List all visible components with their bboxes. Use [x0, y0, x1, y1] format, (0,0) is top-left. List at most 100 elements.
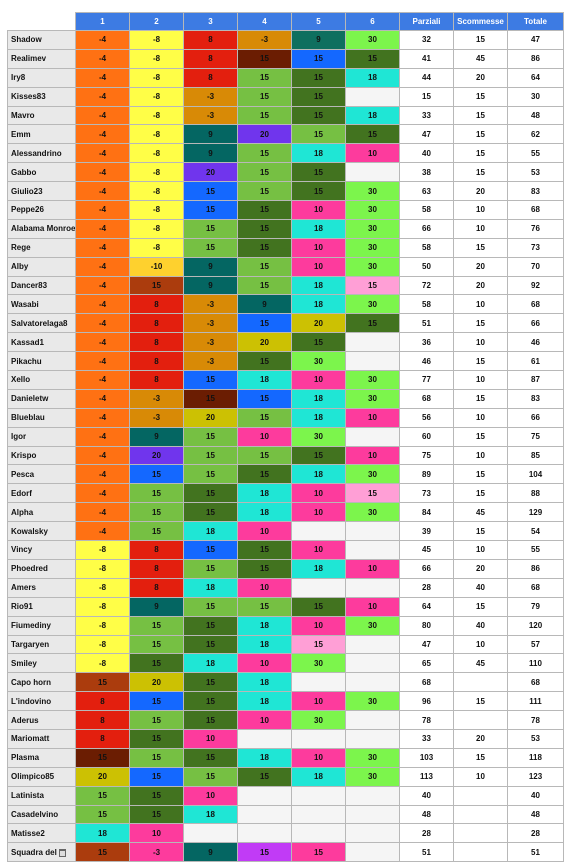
round-score-cell: 9: [183, 842, 238, 862]
round-score-cell: -4: [75, 294, 130, 315]
round-score-cell: 10: [291, 747, 346, 768]
scommesse-cell: 15: [453, 143, 508, 164]
round-score-cell: 30: [345, 181, 400, 202]
scommesse-cell: 10: [453, 370, 508, 390]
totale-cell: 51: [507, 842, 564, 862]
round-score-cell: 10: [291, 200, 346, 220]
round-score-cell: 10: [345, 558, 400, 579]
round-score-cell: -4: [75, 218, 130, 239]
round-score-cell: 18: [183, 521, 238, 542]
round-score-cell: 10: [291, 691, 346, 712]
player-name-label: Igor: [11, 432, 27, 442]
round-score-cell: 15: [183, 691, 238, 712]
round-score-cell: [345, 521, 400, 542]
scommesse-cell: 15: [453, 483, 508, 504]
table-row: Capo horn 15 20 15 18 68 68: [7, 672, 564, 693]
round-score-cell: 10: [291, 370, 346, 390]
scommesse-cell: 15: [453, 691, 508, 712]
totale-cell: 48: [507, 804, 564, 825]
scommesse-cell: 45: [453, 653, 508, 674]
round-score-cell: 30: [345, 766, 400, 787]
totale-cell: 118: [507, 747, 564, 768]
round-score-cell: -4: [75, 388, 130, 409]
scommesse-cell: 20: [453, 67, 508, 88]
table-row: Rege -4 -8 15 15 10 30 58 15 73: [7, 237, 564, 258]
totale-cell: 123: [507, 766, 564, 787]
round-score-cell: -4: [75, 351, 130, 372]
round-score-cell: 15: [237, 275, 292, 296]
round-score-cell: 10: [291, 502, 346, 523]
player-name: Capo horn: [7, 672, 76, 693]
round-score-cell: 20: [183, 162, 238, 183]
scommesse-cell: 15: [453, 237, 508, 258]
round-score-cell: 30: [291, 653, 346, 674]
player-name: Shadow: [7, 30, 76, 50]
scommesse-cell: [453, 785, 508, 806]
round-score-cell: -4: [75, 105, 130, 126]
player-name-label: Dancer83: [11, 281, 48, 291]
parziali-cell: 84: [399, 502, 454, 523]
table-row: Pesca -4 15 15 15 18 30 89 15 104: [7, 464, 564, 485]
totale-cell: 55: [507, 143, 564, 164]
scommesse-cell: 15: [453, 86, 508, 107]
round-score-cell: 30: [345, 218, 400, 239]
scommesse-cell: 40: [453, 615, 508, 636]
player-name: Dancer83: [7, 275, 76, 296]
round-score-cell: 30: [291, 710, 346, 730]
player-name: Danieletw: [7, 388, 76, 409]
scommesse-cell: 10: [453, 407, 508, 428]
parziali-cell: 32: [399, 30, 454, 50]
round-score-cell: 15: [237, 218, 292, 239]
round-score-cell: 30: [345, 370, 400, 390]
round-score-cell: -8: [129, 30, 184, 50]
round-score-cell: -8: [129, 105, 184, 126]
totale-cell: 46: [507, 332, 564, 353]
round-score-cell: 10: [345, 143, 400, 164]
player-name: Krispo: [7, 445, 76, 466]
parziali-cell: 58: [399, 237, 454, 258]
player-name-label: Plasma: [11, 753, 40, 763]
round-score-cell: 15: [237, 558, 292, 579]
scommesse-cell: [453, 710, 508, 730]
round-score-cell: 15: [237, 86, 292, 107]
table-row: Peppe26 -4 -8 15 15 10 30 58 10 68: [7, 200, 564, 220]
standings-table: 1 2 3 4 5 6 Parziali Scommesse Totale Shadow -4 -8…: [7, 12, 564, 862]
round-score-cell: -4: [75, 464, 130, 485]
round-score-cell: [345, 804, 400, 825]
totale-cell: 68: [507, 577, 564, 598]
round-score-cell: -10: [129, 256, 184, 277]
round-score-cell: 15: [129, 747, 184, 768]
totale-cell: 86: [507, 48, 564, 69]
table-row: Wasabi -4 8 -3 9 18 30 58 10 68: [7, 294, 564, 315]
round-score-cell: 15: [291, 105, 346, 126]
round-score-cell: -8: [129, 86, 184, 107]
table-row: Kowalsky -4 15 18 10 39 15 54: [7, 521, 564, 542]
player-name-label: Fiumediny: [11, 621, 52, 631]
totale-cell: 57: [507, 634, 564, 655]
round-score-cell: 18: [291, 275, 346, 296]
round-score-cell: [345, 86, 400, 107]
round-score-cell: 18: [237, 370, 292, 390]
round-score-cell: 18: [237, 672, 292, 693]
player-name-label: Alpha: [11, 507, 34, 517]
totale-cell: 28: [507, 823, 564, 844]
round-score-cell: 18: [75, 823, 130, 844]
round-score-cell: [345, 426, 400, 447]
parziali-cell: 28: [399, 577, 454, 598]
round-score-cell: 30: [345, 30, 400, 50]
round-score-cell: 9: [237, 294, 292, 315]
round-score-cell: 15: [291, 445, 346, 466]
round-score-cell: -4: [75, 332, 130, 353]
player-name-label: Aderus: [11, 715, 39, 725]
table-row: Fiumediny -8 15 15 18 10 30 80 40 120: [7, 615, 564, 636]
round-score-cell: [345, 540, 400, 560]
player-name-label: Amers: [11, 583, 36, 593]
round-score-cell: 15: [237, 200, 292, 220]
round-score-cell: 15: [129, 710, 184, 730]
player-name: Casadelvino: [7, 804, 76, 825]
player-name-label: Iry8: [11, 73, 26, 83]
round-score-cell: -3: [129, 842, 184, 862]
round-score-cell: 9: [183, 256, 238, 277]
player-name-label: Giulio23: [11, 186, 43, 196]
totale-cell: 66: [507, 407, 564, 428]
